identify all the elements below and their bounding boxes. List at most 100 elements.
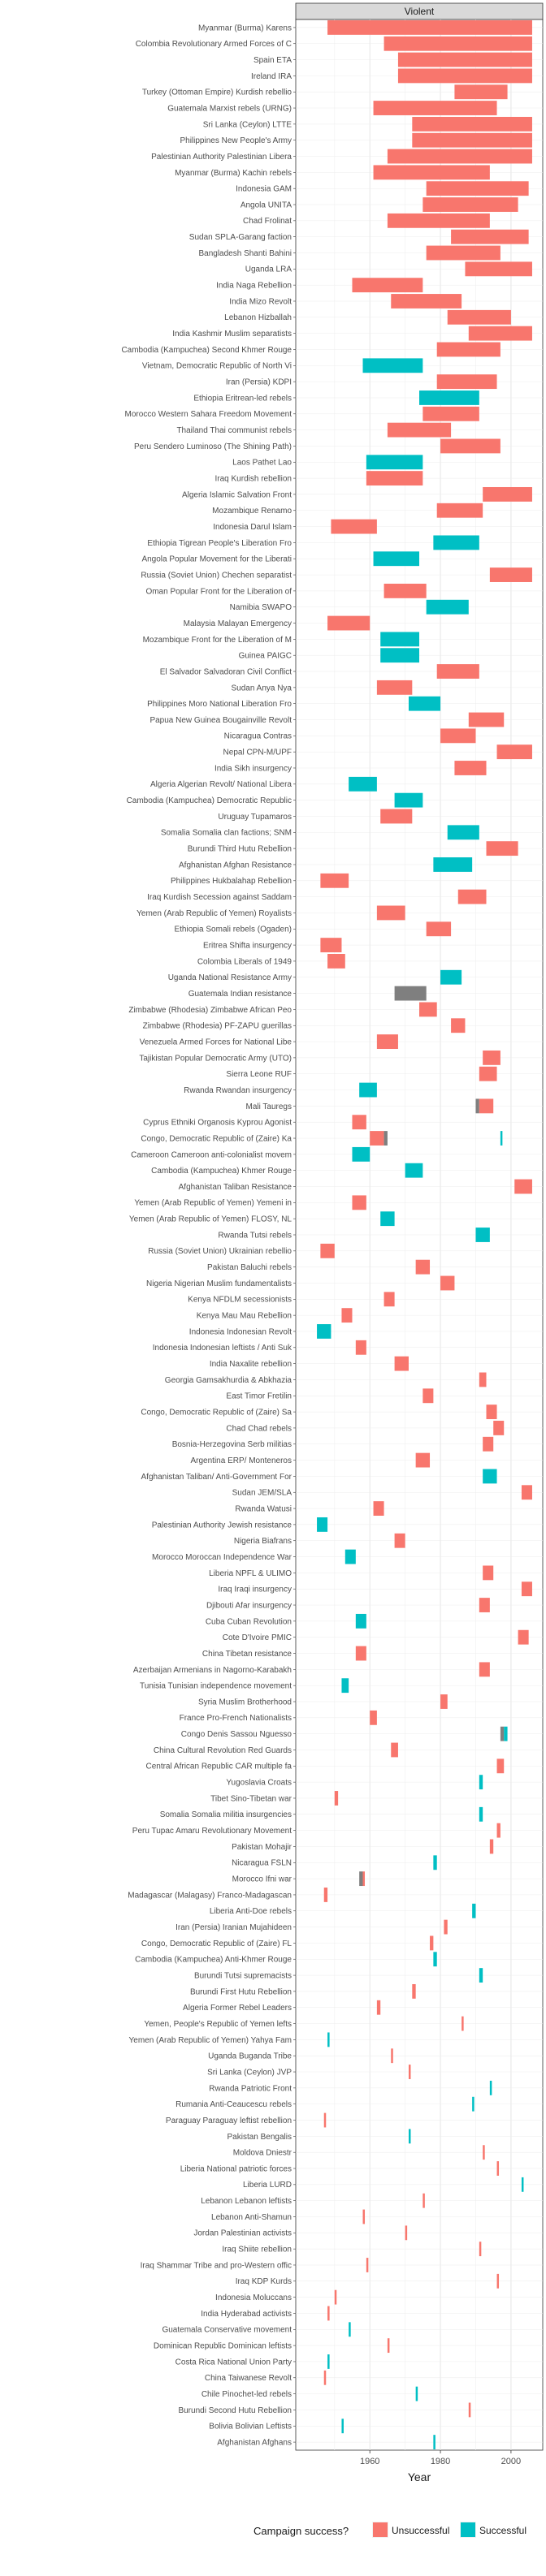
y-tick-label: Liberia NPFL & ULIMO bbox=[209, 1569, 292, 1578]
y-tick-label: Central African Republic CAR multiple fa bbox=[145, 1763, 292, 1771]
y-tick-label: Morocco Moroccan Independence War bbox=[152, 1553, 292, 1562]
campaign-bar bbox=[518, 1629, 529, 1645]
campaign-bar bbox=[405, 1163, 423, 1178]
y-tick-label: Colombia Liberals of 1949 bbox=[197, 957, 292, 966]
campaign-bar bbox=[327, 2354, 330, 2369]
y-tick-label: Tibet Sino-Tibetan war bbox=[210, 1794, 292, 1803]
campaign-bar bbox=[334, 2289, 337, 2305]
campaign-bar bbox=[397, 52, 532, 67]
y-tick-label: Rumania Anti-Ceaucescu rebels bbox=[176, 2100, 292, 2109]
campaign-bar bbox=[521, 1581, 532, 1597]
y-tick-label: Mozambique Renamo bbox=[212, 507, 292, 516]
x-tick-label: 2000 bbox=[501, 2457, 521, 2466]
campaign-bar bbox=[412, 116, 532, 132]
campaign-bar bbox=[415, 1452, 431, 1468]
campaign-bar bbox=[341, 1308, 353, 1323]
campaign-bar bbox=[380, 632, 419, 647]
y-tick-label: Ethiopia Tigrean People's Liberation Fro bbox=[147, 539, 292, 548]
campaign-bar bbox=[483, 1436, 494, 1452]
y-tick-label: Sierra Leone RUF bbox=[226, 1070, 292, 1079]
campaign-bar bbox=[376, 680, 413, 695]
campaign-bar bbox=[468, 326, 532, 341]
campaign-bar bbox=[496, 1758, 505, 1774]
x-axis: 1960 1980 2000 bbox=[360, 2450, 521, 2466]
y-tick-label: India Kashmir Muslim separatists bbox=[172, 330, 292, 339]
campaign-bar bbox=[472, 1903, 476, 1918]
campaign-bar bbox=[479, 1968, 483, 1983]
campaign-bar bbox=[479, 1662, 490, 1677]
y-tick-label: India Naxalite rebellion bbox=[210, 1360, 292, 1369]
campaign-bar bbox=[366, 455, 423, 470]
campaign-bar bbox=[419, 1002, 437, 1017]
y-tick-label: Eritrea Shifta insurgency bbox=[203, 941, 292, 950]
y-tick-label: Liberia LURD bbox=[243, 2181, 292, 2190]
y-tick-label: Philippines Moro National Liberation Fro bbox=[147, 700, 292, 709]
y-tick-label: Malaysia Malayan Emergency bbox=[184, 619, 292, 628]
y-tick-label: Somalia Somalia militia insurgencies bbox=[160, 1810, 292, 1819]
campaign-bar bbox=[394, 986, 427, 1001]
y-tick-label: Algeria Islamic Salvation Front bbox=[182, 490, 292, 499]
y-tick-label: Rwanda Patriotic Front bbox=[209, 2084, 292, 2093]
campaign-bar bbox=[362, 358, 423, 373]
y-tick-label: Myanmar (Burma) Kachin rebels bbox=[175, 169, 292, 178]
campaign-bar bbox=[479, 1372, 487, 1387]
y-tick-label: Iraq Kurdish rebellion bbox=[215, 474, 292, 483]
campaign-bar bbox=[468, 712, 505, 727]
legend-swatch bbox=[373, 2522, 388, 2537]
campaign-bar bbox=[352, 278, 423, 293]
campaign-bar bbox=[376, 1034, 398, 1049]
y-tick-label: Angola UNITA bbox=[240, 201, 292, 209]
y-tick-label: Venezuela Armed Forces for National Libe bbox=[140, 1038, 292, 1046]
y-tick-label: Bolivia Bolivian Leftists bbox=[209, 2423, 292, 2431]
campaign-bar bbox=[489, 2080, 492, 2095]
campaign-bar bbox=[349, 776, 377, 792]
y-tick-label: Nepal CPN-M/UPF bbox=[223, 749, 292, 757]
y-tick-label: Chile Pinochet-led rebels bbox=[202, 2390, 292, 2399]
y-tick-label: Cameroon Cameroon anti-colonialist movem bbox=[131, 1150, 292, 1159]
campaign-bar bbox=[376, 905, 405, 921]
y-tick-label: Mozambique Front for the Liberation of M bbox=[143, 636, 292, 645]
campaign-bar bbox=[486, 1405, 497, 1420]
campaign-bar bbox=[408, 2065, 411, 2079]
y-tick-label: Tunisia Tunisian independence movement bbox=[140, 1682, 292, 1691]
campaign-bar bbox=[320, 873, 349, 888]
x-tick-label: 1960 bbox=[360, 2457, 379, 2466]
y-tick-label: Laos Pathet Lao bbox=[232, 459, 292, 468]
y-tick-label: Costa Rica National Union Party bbox=[176, 2358, 292, 2367]
y-tick-labels: Myanmar (Burma) Karens Colombia Revolutio… bbox=[121, 24, 296, 2447]
campaign-bar bbox=[412, 1983, 416, 1999]
y-tick-label: Vietnam, Democratic Republic of North Vi bbox=[142, 362, 292, 371]
y-tick-label: Rwanda Watusi bbox=[235, 1504, 292, 1513]
y-tick-label: Cyprus Ethniki Organosis Kyprou Agonist bbox=[143, 1119, 292, 1128]
y-tick-label: Zimbabwe (Rhodesia) PF-ZAPU guerillas bbox=[143, 1022, 292, 1031]
y-tick-label: Burundi Third Hutu Rebellion bbox=[188, 845, 292, 854]
campaign-bar bbox=[440, 1275, 455, 1291]
y-tick-label: Iraq KDP Kurds bbox=[236, 2277, 292, 2286]
campaign-bar bbox=[426, 599, 469, 615]
campaign-bar bbox=[440, 728, 476, 744]
campaign-bar bbox=[479, 1098, 494, 1114]
y-tick-label: Afghanistan Taliban/ Anti-Government For bbox=[141, 1473, 292, 1482]
bar-segment-other bbox=[384, 1131, 388, 1146]
y-tick-label: Uganda Buganda Tribe bbox=[208, 2052, 292, 2061]
y-tick-label: Spain ETA bbox=[254, 56, 292, 65]
y-tick-label: Sudan Anya Nya bbox=[232, 684, 292, 693]
y-tick-label: Liberia National patriotic forces bbox=[180, 2164, 292, 2173]
y-tick-label: Indonesia Moluccans bbox=[215, 2293, 292, 2302]
y-tick-label: Indonesia Darul Islam bbox=[213, 523, 292, 532]
y-tick-label: Syria Muslim Brotherhood bbox=[198, 1698, 292, 1707]
campaign-bar bbox=[373, 551, 419, 567]
y-tick-label: Burundi Second Hutu Rebellion bbox=[178, 2406, 292, 2415]
y-tick-label: Iran (Persia) Iranian Mujahideen bbox=[176, 1923, 292, 1932]
campaign-bar bbox=[447, 309, 511, 325]
y-tick-label: China Cultural Revolution Red Guards bbox=[154, 1746, 292, 1755]
y-tick-label: Iraq Shiite rebellion bbox=[222, 2246, 292, 2255]
campaign-bar bbox=[391, 2048, 393, 2064]
x-tick-label: 1980 bbox=[431, 2457, 450, 2466]
campaign-bar bbox=[521, 2177, 524, 2192]
y-tick-label: China Tibetan resistance bbox=[202, 1650, 292, 1659]
y-tick-label: Burundi Tutsi supremacists bbox=[194, 1971, 292, 1980]
campaign-bar bbox=[426, 181, 529, 196]
y-tick-label: Tajikistan Popular Democratic Army (UTO) bbox=[139, 1054, 292, 1063]
x-axis-title: Year bbox=[408, 2470, 431, 2483]
